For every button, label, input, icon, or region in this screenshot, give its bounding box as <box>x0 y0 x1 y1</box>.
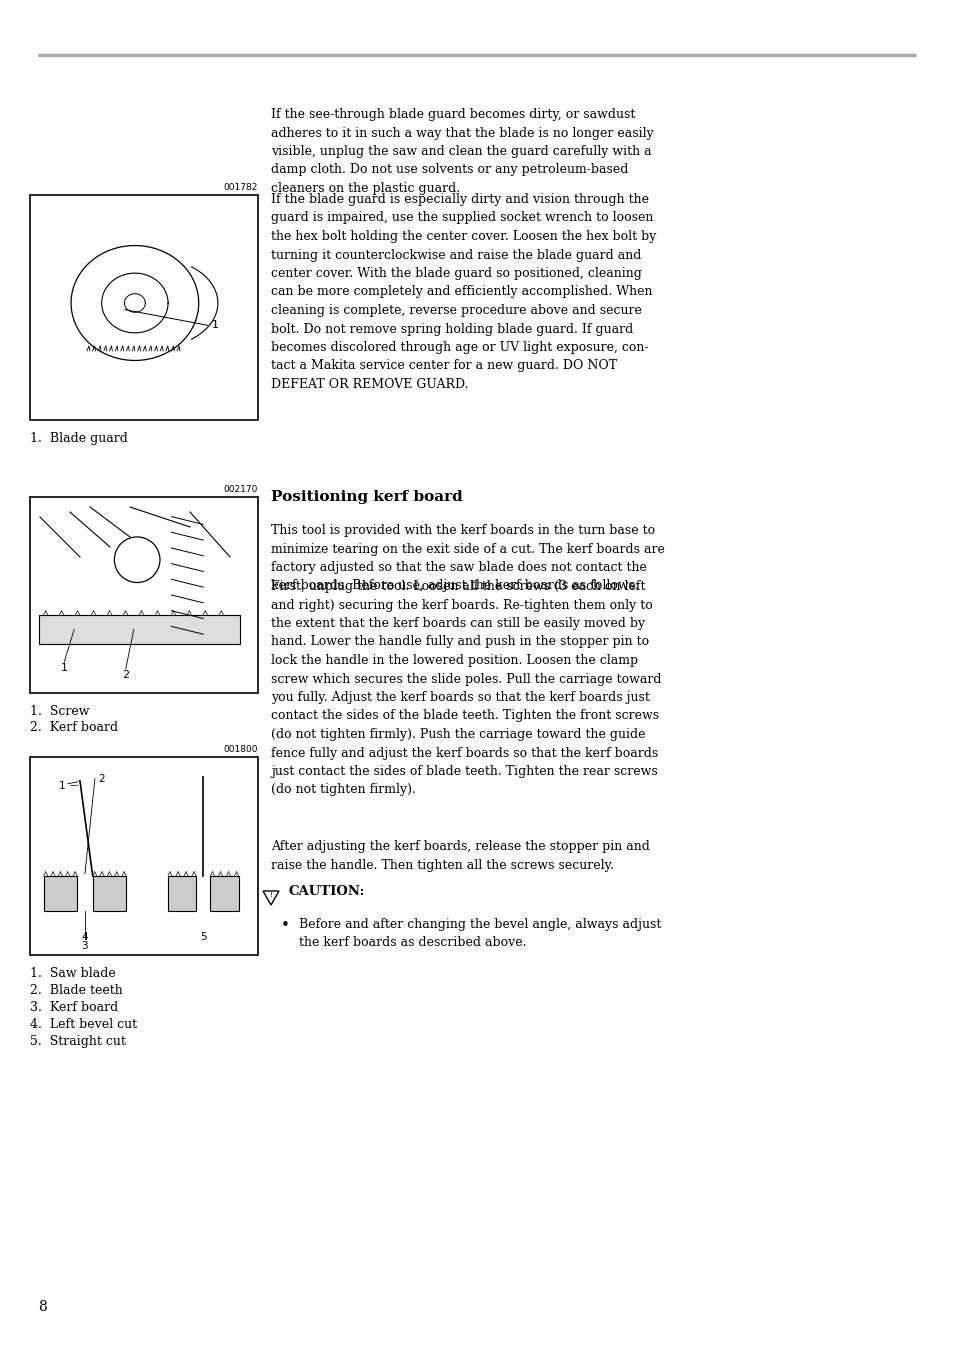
Text: 2.  Kerf board: 2. Kerf board <box>30 721 118 734</box>
FancyBboxPatch shape <box>92 876 126 911</box>
Text: 4.  Left bevel cut: 4. Left bevel cut <box>30 1018 137 1032</box>
Text: 002170: 002170 <box>223 485 257 493</box>
Text: 1.  Screw: 1. Screw <box>30 704 90 718</box>
Text: 4: 4 <box>81 932 88 942</box>
Text: This tool is provided with the kerf boards in the turn base to
minimize tearing : This tool is provided with the kerf boar… <box>271 525 664 592</box>
Text: After adjusting the kerf boards, release the stopper pin and
raise the handle. T: After adjusting the kerf boards, release… <box>271 840 649 872</box>
Text: Before and after changing the bevel angle, always adjust
the kerf boards as desc: Before and after changing the bevel angl… <box>298 918 660 949</box>
Text: —: — <box>70 781 78 791</box>
Text: •: • <box>281 918 290 933</box>
Text: 2: 2 <box>98 773 105 784</box>
Text: 1: 1 <box>59 780 66 791</box>
Bar <box>39 615 239 644</box>
FancyBboxPatch shape <box>211 876 238 911</box>
Text: !: ! <box>270 892 273 898</box>
Text: Positioning kerf board: Positioning kerf board <box>271 489 462 504</box>
Text: 1: 1 <box>212 320 218 330</box>
Bar <box>30 195 257 420</box>
Text: 001800: 001800 <box>223 745 257 754</box>
Text: First, unplug the tool. Loosen all the screws (3 each on left
and right) securin: First, unplug the tool. Loosen all the s… <box>271 580 660 796</box>
Text: 001782: 001782 <box>223 183 257 192</box>
Bar <box>30 757 257 955</box>
Text: 5: 5 <box>200 932 207 942</box>
Bar <box>30 498 257 694</box>
Polygon shape <box>263 891 278 904</box>
Text: 1.  Blade guard: 1. Blade guard <box>30 433 128 445</box>
Text: 5.  Straight cut: 5. Straight cut <box>30 1036 126 1048</box>
Text: 3: 3 <box>81 941 88 952</box>
FancyBboxPatch shape <box>168 876 196 911</box>
Text: 1.  Saw blade: 1. Saw blade <box>30 967 115 980</box>
Text: If the see-through blade guard becomes dirty, or sawdust
adheres to it in such a: If the see-through blade guard becomes d… <box>271 108 653 195</box>
Text: If the blade guard is especially dirty and vision through the
guard is impaired,: If the blade guard is especially dirty a… <box>271 193 656 391</box>
Text: 3.  Kerf board: 3. Kerf board <box>30 1000 118 1014</box>
FancyBboxPatch shape <box>44 876 76 911</box>
Text: 2: 2 <box>122 671 130 680</box>
Text: 2.  Blade teeth: 2. Blade teeth <box>30 984 123 996</box>
Text: 8: 8 <box>38 1301 47 1314</box>
Text: CAUTION:: CAUTION: <box>289 886 365 898</box>
Text: 1: 1 <box>61 662 68 673</box>
